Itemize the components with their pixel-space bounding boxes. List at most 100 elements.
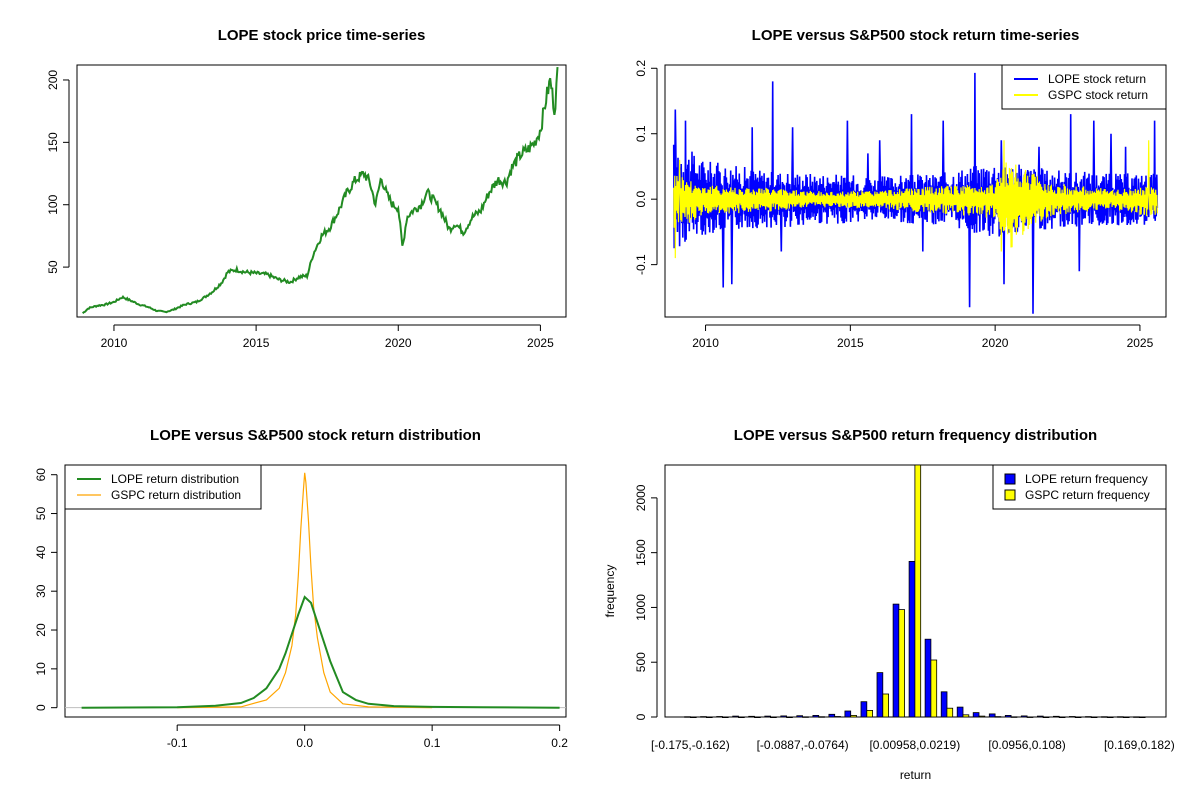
gspc-frequency-bar	[1138, 716, 1146, 719]
plot-frame	[76, 64, 567, 318]
lope-frequency-bar	[940, 691, 948, 718]
y-tick-label: -0.1	[634, 254, 648, 275]
plot-frame	[664, 64, 1167, 318]
y-tick-label: 2000	[634, 484, 648, 511]
x-category-label: [0.0956,0.108)	[988, 738, 1065, 752]
legend-label: GSPC stock return	[1048, 88, 1148, 102]
y-tick-label: 50	[46, 260, 60, 274]
gspc-frequency-bar	[1106, 716, 1114, 719]
x-tick-label: 2010	[101, 336, 128, 350]
y-tick-label: 0.1	[634, 125, 648, 142]
gspc-frequency-bar	[706, 716, 713, 719]
gspc-frequency-bar	[690, 716, 697, 719]
lope-frequency-bar	[860, 701, 868, 718]
lope-frequency-bar	[780, 715, 787, 718]
lope-frequency-bar	[908, 561, 916, 718]
lope-frequency-bar	[764, 715, 771, 718]
x-category-label: [-0.175,-0.162)	[651, 738, 730, 752]
density-chart: LOPE versus S&P500 stock return distribu…	[34, 427, 568, 750]
x-category-label: [0.00958,0.0219)	[869, 738, 960, 752]
y-tick-label: 0.0	[634, 191, 648, 208]
gspc-frequency-bar	[914, 464, 922, 718]
gspc-frequency-bar	[722, 716, 729, 719]
lope-frequency-bar	[716, 716, 723, 718]
x-tick-label: 2025	[1127, 336, 1154, 350]
legend-label: LOPE return distribution	[111, 472, 239, 486]
y-tick-label: 0	[634, 713, 648, 720]
lope-frequency-bar	[828, 713, 836, 718]
x-axis-title: return	[900, 768, 931, 782]
lope-frequency-bar	[1037, 715, 1044, 718]
y-tick-label: 1500	[634, 539, 648, 566]
gspc-frequency-bar	[738, 716, 745, 719]
lope-frequency-bar	[924, 638, 932, 718]
y-tick-label: 150	[46, 132, 60, 152]
gspc-frequency-bar	[1042, 716, 1050, 719]
y-tick-label: 60	[34, 468, 48, 482]
lope-frequency-bar	[1069, 716, 1076, 718]
lope-frequency-bar	[812, 715, 820, 718]
frequency-chart: LOPE versus S&P500 return frequency dist…	[603, 427, 1175, 782]
gspc-frequency-bar	[994, 716, 1002, 718]
gspc-frequency-bar	[978, 715, 986, 718]
gspc-frequency-bar	[754, 716, 761, 719]
chart-title: LOPE versus S&P500 stock return distribu…	[150, 427, 481, 444]
gspc-return-line	[673, 140, 1158, 259]
y-tick-label: 10	[34, 662, 48, 676]
y-tick-label: 100	[46, 194, 60, 214]
plot-frame	[64, 464, 567, 718]
x-tick-label: 0.1	[424, 736, 441, 750]
lope-frequency-bar	[1004, 715, 1012, 718]
lope-frequency-bar	[732, 715, 739, 718]
gspc-frequency-bar	[962, 714, 970, 718]
gspc-frequency-bar	[818, 716, 825, 718]
x-tick-label: 2025	[527, 336, 554, 350]
chart-title: LOPE stock price time-series	[218, 27, 426, 44]
gspc-frequency-bar	[850, 715, 857, 718]
legend-swatch	[1004, 473, 1016, 485]
x-category-label: [-0.0887,-0.0764)	[757, 738, 849, 752]
x-tick-label: 2015	[243, 336, 270, 350]
gspc-frequency-bar	[1122, 716, 1130, 719]
x-tick-label: 2020	[385, 336, 412, 350]
lope-frequency-bar	[1117, 716, 1124, 718]
gspc-frequency-bar	[930, 659, 938, 718]
lope-frequency-bar	[1020, 715, 1028, 718]
gspc-frequency-bar	[1090, 716, 1098, 719]
y-tick-label: 0.2	[634, 60, 648, 77]
legend-label: GSPC return distribution	[111, 488, 241, 502]
lope-frequency-bar	[1053, 715, 1060, 718]
lope-density-line	[81, 595, 560, 709]
y-axis-title: frequency	[603, 565, 617, 618]
legend-box	[992, 464, 1167, 510]
gspc-frequency-bar	[1010, 716, 1018, 718]
lope-frequency-bar	[684, 716, 691, 718]
x-tick-label: 2020	[982, 336, 1009, 350]
gspc-frequency-bar	[834, 716, 841, 718]
returns-chart: LOPE versus S&P500 stock return time-ser…	[634, 27, 1167, 350]
gspc-frequency-bar	[882, 693, 889, 718]
y-tick-label: 1000	[634, 594, 648, 621]
x-tick-label: 2015	[837, 336, 864, 350]
y-tick-label: 30	[34, 584, 48, 598]
price-chart: LOPE stock price time-series 2010 2015 2020…	[46, 27, 567, 350]
x-tick-label: 2010	[692, 336, 719, 350]
y-tick-label: 50	[34, 507, 48, 521]
x-category-label: [0.169,0.182)	[1104, 738, 1175, 752]
gspc-frequency-bar	[898, 609, 905, 718]
gspc-frequency-bar	[786, 716, 793, 719]
chart-title: LOPE versus S&P500 stock return time-ser…	[752, 27, 1080, 44]
chart-title: LOPE versus S&P500 return frequency dist…	[734, 427, 1097, 444]
lope-frequency-bar	[972, 712, 980, 718]
x-tick-label: 0.0	[296, 736, 313, 750]
x-tick-label: 0.2	[551, 736, 568, 750]
gspc-frequency-bar	[1058, 716, 1066, 719]
lope-frequency-bar	[844, 710, 852, 718]
price-series-line	[81, 67, 559, 315]
y-tick-label: 40	[34, 545, 48, 559]
legend-box	[64, 464, 262, 510]
y-tick-label: 500	[634, 652, 648, 672]
gspc-frequency-bar	[866, 710, 873, 718]
lope-frequency-bar	[1133, 716, 1140, 718]
